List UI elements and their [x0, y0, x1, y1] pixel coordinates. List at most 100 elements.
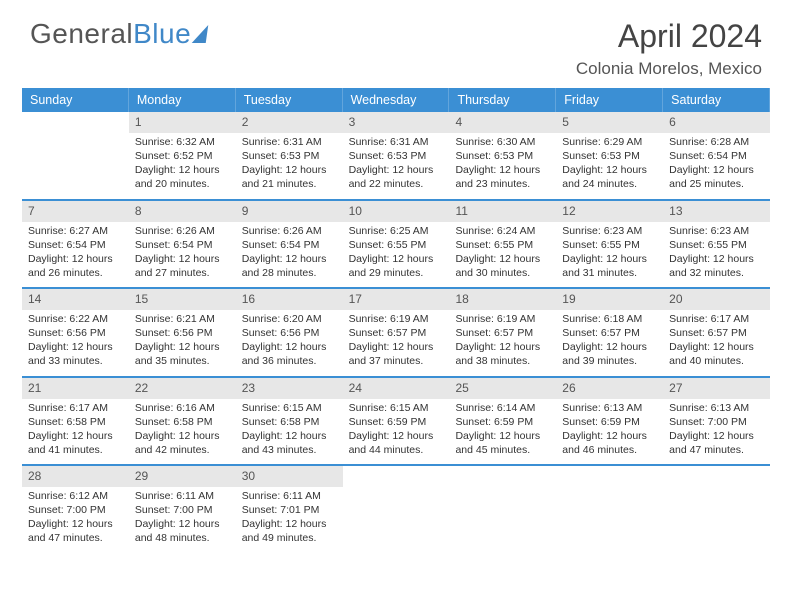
day-info-line: Sunset: 6:58 PM: [28, 416, 123, 429]
weekday-header: Thursday: [449, 88, 556, 112]
day-info-line: Sunrise: 6:14 AM: [455, 402, 550, 415]
logo-text: GeneralBlue: [30, 18, 191, 50]
calendar-day-cell: [663, 466, 770, 553]
day-info-line: Sunset: 6:52 PM: [135, 150, 230, 163]
day-info-line: and 37 minutes.: [349, 355, 444, 368]
day-info-line: Sunrise: 6:11 AM: [135, 490, 230, 503]
day-info-line: and 41 minutes.: [28, 444, 123, 457]
location-subtitle: Colonia Morelos, Mexico: [576, 59, 762, 79]
day-number: 19: [556, 289, 663, 310]
day-info-line: Sunset: 7:00 PM: [28, 504, 123, 517]
day-info-line: Sunrise: 6:21 AM: [135, 313, 230, 326]
calendar-day-cell: 26Sunrise: 6:13 AMSunset: 6:59 PMDayligh…: [556, 378, 663, 465]
day-number: 11: [449, 201, 556, 222]
calendar-day-cell: 8Sunrise: 6:26 AMSunset: 6:54 PMDaylight…: [129, 201, 236, 288]
day-number: 1: [129, 112, 236, 133]
day-info-line: Daylight: 12 hours: [135, 518, 230, 531]
day-info-line: and 27 minutes.: [135, 267, 230, 280]
day-info-line: Sunset: 6:57 PM: [669, 327, 764, 340]
day-info-line: Sunrise: 6:16 AM: [135, 402, 230, 415]
day-number: 7: [22, 201, 129, 222]
day-info-line: Sunset: 6:53 PM: [455, 150, 550, 163]
day-info-line: Sunset: 6:55 PM: [349, 239, 444, 252]
calendar: SundayMondayTuesdayWednesdayThursdayFrid…: [22, 88, 770, 553]
day-info-line: Daylight: 12 hours: [669, 430, 764, 443]
day-number: 18: [449, 289, 556, 310]
logo-mark-icon: [192, 25, 209, 43]
day-number: 21: [22, 378, 129, 399]
day-body: Sunrise: 6:20 AMSunset: 6:56 PMDaylight:…: [236, 310, 343, 376]
calendar-day-cell: 23Sunrise: 6:15 AMSunset: 6:58 PMDayligh…: [236, 378, 343, 465]
day-number: 23: [236, 378, 343, 399]
calendar-day-cell: 6Sunrise: 6:28 AMSunset: 6:54 PMDaylight…: [663, 112, 770, 199]
calendar-day-cell: 25Sunrise: 6:14 AMSunset: 6:59 PMDayligh…: [449, 378, 556, 465]
day-info-line: and 21 minutes.: [242, 178, 337, 191]
day-info-line: and 24 minutes.: [562, 178, 657, 191]
calendar-day-cell: 14Sunrise: 6:22 AMSunset: 6:56 PMDayligh…: [22, 289, 129, 376]
day-info-line: and 45 minutes.: [455, 444, 550, 457]
day-number: 4: [449, 112, 556, 133]
day-number: 26: [556, 378, 663, 399]
day-info-line: Sunset: 6:57 PM: [562, 327, 657, 340]
weekday-header: Sunday: [22, 88, 129, 112]
day-number: 6: [663, 112, 770, 133]
day-body: Sunrise: 6:29 AMSunset: 6:53 PMDaylight:…: [556, 133, 663, 199]
day-info-line: and 35 minutes.: [135, 355, 230, 368]
day-info-line: Sunset: 6:56 PM: [242, 327, 337, 340]
day-info-line: Daylight: 12 hours: [135, 164, 230, 177]
day-info-line: Sunset: 6:55 PM: [455, 239, 550, 252]
weekday-header: Monday: [129, 88, 236, 112]
day-info-line: Sunrise: 6:12 AM: [28, 490, 123, 503]
day-number: 25: [449, 378, 556, 399]
calendar-day-cell: 2Sunrise: 6:31 AMSunset: 6:53 PMDaylight…: [236, 112, 343, 199]
day-body: Sunrise: 6:31 AMSunset: 6:53 PMDaylight:…: [236, 133, 343, 199]
weekday-header: Tuesday: [236, 88, 343, 112]
day-body: Sunrise: 6:17 AMSunset: 6:57 PMDaylight:…: [663, 310, 770, 376]
day-info-line: Sunrise: 6:23 AM: [562, 225, 657, 238]
calendar-day-cell: [556, 466, 663, 553]
day-info-line: and 28 minutes.: [242, 267, 337, 280]
day-info-line: Daylight: 12 hours: [135, 341, 230, 354]
day-info-line: Daylight: 12 hours: [28, 430, 123, 443]
day-body: Sunrise: 6:23 AMSunset: 6:55 PMDaylight:…: [556, 222, 663, 288]
calendar-day-cell: 24Sunrise: 6:15 AMSunset: 6:59 PMDayligh…: [343, 378, 450, 465]
day-body: Sunrise: 6:19 AMSunset: 6:57 PMDaylight:…: [449, 310, 556, 376]
calendar-day-cell: 17Sunrise: 6:19 AMSunset: 6:57 PMDayligh…: [343, 289, 450, 376]
day-info-line: Sunset: 6:59 PM: [455, 416, 550, 429]
day-body: Sunrise: 6:23 AMSunset: 6:55 PMDaylight:…: [663, 222, 770, 288]
day-body: Sunrise: 6:26 AMSunset: 6:54 PMDaylight:…: [236, 222, 343, 288]
day-body: Sunrise: 6:18 AMSunset: 6:57 PMDaylight:…: [556, 310, 663, 376]
day-info-line: Sunset: 7:00 PM: [135, 504, 230, 517]
day-info-line: and 31 minutes.: [562, 267, 657, 280]
day-body: Sunrise: 6:11 AMSunset: 7:01 PMDaylight:…: [236, 487, 343, 553]
calendar-day-cell: [449, 466, 556, 553]
day-info-line: Sunset: 6:53 PM: [242, 150, 337, 163]
day-body: Sunrise: 6:26 AMSunset: 6:54 PMDaylight:…: [129, 222, 236, 288]
day-info-line: Sunrise: 6:20 AM: [242, 313, 337, 326]
day-body: Sunrise: 6:25 AMSunset: 6:55 PMDaylight:…: [343, 222, 450, 288]
day-body: Sunrise: 6:24 AMSunset: 6:55 PMDaylight:…: [449, 222, 556, 288]
day-number: 16: [236, 289, 343, 310]
day-body: Sunrise: 6:21 AMSunset: 6:56 PMDaylight:…: [129, 310, 236, 376]
day-info-line: Daylight: 12 hours: [242, 253, 337, 266]
day-body: Sunrise: 6:22 AMSunset: 6:56 PMDaylight:…: [22, 310, 129, 376]
day-number: 9: [236, 201, 343, 222]
day-info-line: Sunrise: 6:19 AM: [455, 313, 550, 326]
day-info-line: Sunset: 6:56 PM: [135, 327, 230, 340]
calendar-week-row: 1Sunrise: 6:32 AMSunset: 6:52 PMDaylight…: [22, 112, 770, 199]
day-info-line: and 32 minutes.: [669, 267, 764, 280]
day-info-line: Daylight: 12 hours: [562, 253, 657, 266]
day-number: 29: [129, 466, 236, 487]
calendar-day-cell: 7Sunrise: 6:27 AMSunset: 6:54 PMDaylight…: [22, 201, 129, 288]
day-info-line: Sunset: 6:54 PM: [28, 239, 123, 252]
day-info-line: Sunrise: 6:30 AM: [455, 136, 550, 149]
day-info-line: Sunrise: 6:31 AM: [349, 136, 444, 149]
day-info-line: Daylight: 12 hours: [562, 341, 657, 354]
day-info-line: Sunset: 7:01 PM: [242, 504, 337, 517]
day-number: 2: [236, 112, 343, 133]
day-number: 3: [343, 112, 450, 133]
calendar-day-cell: 9Sunrise: 6:26 AMSunset: 6:54 PMDaylight…: [236, 201, 343, 288]
day-body: Sunrise: 6:17 AMSunset: 6:58 PMDaylight:…: [22, 399, 129, 465]
day-info-line: and 26 minutes.: [28, 267, 123, 280]
day-number: 24: [343, 378, 450, 399]
